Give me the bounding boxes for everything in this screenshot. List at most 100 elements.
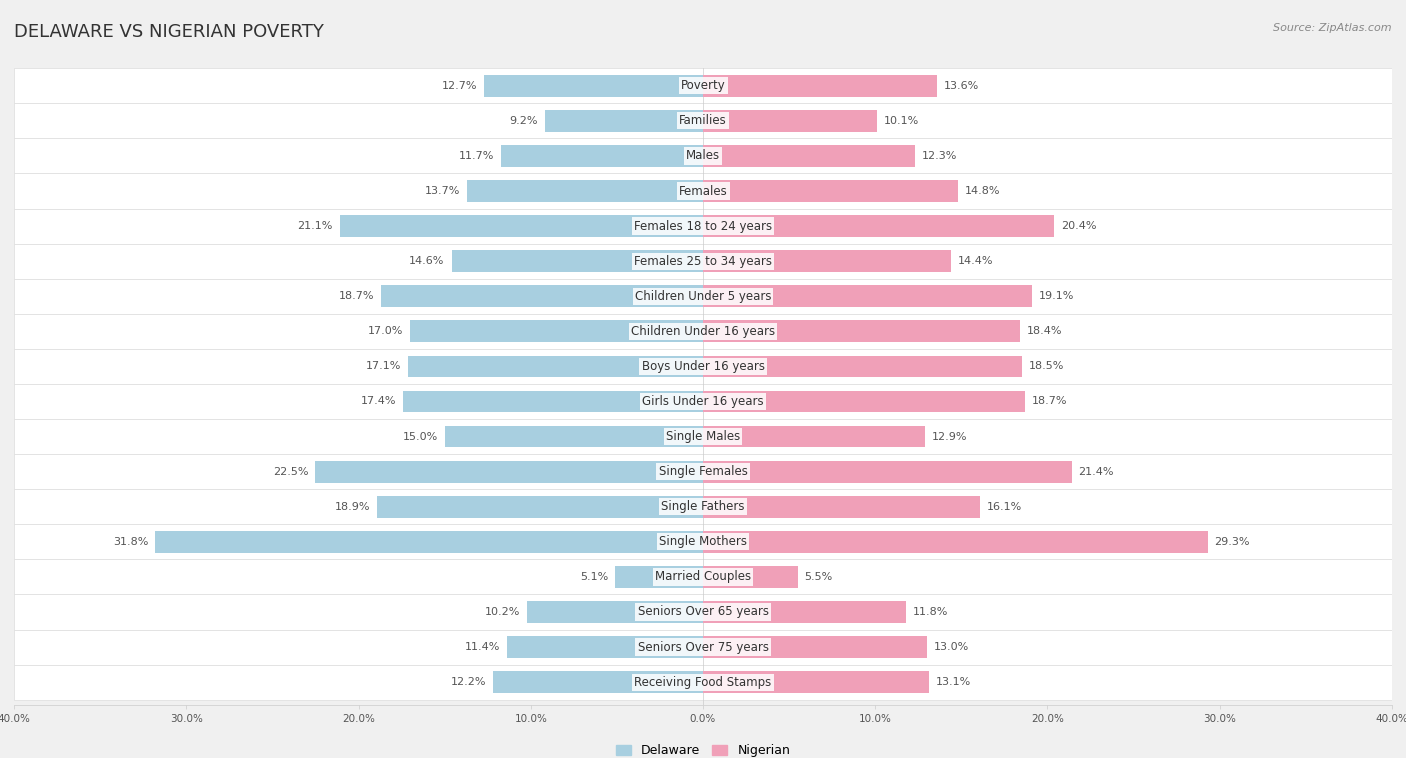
Text: 29.3%: 29.3% xyxy=(1215,537,1250,547)
Bar xyxy=(411,321,703,342)
Bar xyxy=(703,285,1032,307)
Bar xyxy=(703,180,957,202)
Bar xyxy=(315,461,703,483)
Bar xyxy=(14,314,1392,349)
Bar xyxy=(703,672,928,693)
Bar xyxy=(14,208,1392,243)
Text: Single Fathers: Single Fathers xyxy=(661,500,745,513)
Text: 12.2%: 12.2% xyxy=(450,677,486,688)
Bar xyxy=(506,636,703,658)
Bar xyxy=(14,665,1392,700)
Text: 11.4%: 11.4% xyxy=(464,642,499,652)
Bar xyxy=(14,103,1392,139)
Text: 21.4%: 21.4% xyxy=(1078,467,1114,477)
Bar xyxy=(703,390,1025,412)
Bar xyxy=(527,601,703,623)
Text: Single Females: Single Females xyxy=(658,465,748,478)
Text: 10.1%: 10.1% xyxy=(884,116,920,126)
Bar xyxy=(703,356,1022,377)
Bar xyxy=(502,145,703,167)
Text: 12.3%: 12.3% xyxy=(922,151,957,161)
Text: 19.1%: 19.1% xyxy=(1039,291,1074,301)
Text: 14.6%: 14.6% xyxy=(409,256,444,266)
Text: 17.1%: 17.1% xyxy=(366,362,402,371)
Text: 12.9%: 12.9% xyxy=(932,431,967,442)
Text: 15.0%: 15.0% xyxy=(402,431,437,442)
Text: 17.4%: 17.4% xyxy=(361,396,396,406)
Text: Single Mothers: Single Mothers xyxy=(659,535,747,548)
Bar xyxy=(14,559,1392,594)
Bar xyxy=(377,496,703,518)
Bar xyxy=(703,250,950,272)
Bar xyxy=(14,384,1392,419)
Text: Source: ZipAtlas.com: Source: ZipAtlas.com xyxy=(1274,23,1392,33)
Text: Females: Females xyxy=(679,184,727,198)
Text: 13.0%: 13.0% xyxy=(934,642,969,652)
Text: 16.1%: 16.1% xyxy=(987,502,1022,512)
Bar xyxy=(14,349,1392,384)
Bar xyxy=(703,636,927,658)
Text: 13.6%: 13.6% xyxy=(945,81,980,91)
Text: 17.0%: 17.0% xyxy=(368,327,404,337)
Bar xyxy=(14,243,1392,279)
Bar xyxy=(703,601,907,623)
Bar xyxy=(14,68,1392,103)
Text: 20.4%: 20.4% xyxy=(1062,221,1097,231)
Bar xyxy=(14,525,1392,559)
Bar xyxy=(703,566,797,587)
Text: 13.7%: 13.7% xyxy=(425,186,460,196)
Text: 12.7%: 12.7% xyxy=(441,81,478,91)
Text: 14.4%: 14.4% xyxy=(957,256,994,266)
Legend: Delaware, Nigerian: Delaware, Nigerian xyxy=(610,739,796,758)
Text: Seniors Over 65 years: Seniors Over 65 years xyxy=(637,606,769,619)
Bar xyxy=(451,250,703,272)
Bar xyxy=(484,75,703,96)
Bar xyxy=(467,180,703,202)
Text: DELAWARE VS NIGERIAN POVERTY: DELAWARE VS NIGERIAN POVERTY xyxy=(14,23,323,41)
Text: 10.2%: 10.2% xyxy=(485,607,520,617)
Bar xyxy=(14,279,1392,314)
Text: Families: Families xyxy=(679,114,727,127)
Text: Girls Under 16 years: Girls Under 16 years xyxy=(643,395,763,408)
Bar xyxy=(14,489,1392,525)
Bar xyxy=(14,419,1392,454)
Text: Males: Males xyxy=(686,149,720,162)
Bar xyxy=(340,215,703,237)
Bar xyxy=(14,174,1392,208)
Text: 5.5%: 5.5% xyxy=(804,572,832,582)
Bar xyxy=(703,110,877,132)
Text: 13.1%: 13.1% xyxy=(935,677,970,688)
Text: 18.9%: 18.9% xyxy=(335,502,371,512)
Bar xyxy=(703,215,1054,237)
Bar xyxy=(703,461,1071,483)
Bar xyxy=(14,454,1392,489)
Text: 18.5%: 18.5% xyxy=(1029,362,1064,371)
Bar xyxy=(155,531,703,553)
Bar xyxy=(703,321,1019,342)
Text: 22.5%: 22.5% xyxy=(273,467,308,477)
Text: 18.7%: 18.7% xyxy=(339,291,374,301)
Text: Females 25 to 34 years: Females 25 to 34 years xyxy=(634,255,772,268)
Text: Boys Under 16 years: Boys Under 16 years xyxy=(641,360,765,373)
Text: Single Males: Single Males xyxy=(666,430,740,443)
Text: 5.1%: 5.1% xyxy=(581,572,609,582)
Bar xyxy=(616,566,703,587)
Bar xyxy=(444,426,703,447)
Text: 9.2%: 9.2% xyxy=(509,116,537,126)
Bar xyxy=(544,110,703,132)
Text: 14.8%: 14.8% xyxy=(965,186,1000,196)
Bar xyxy=(381,285,703,307)
Bar xyxy=(494,672,703,693)
Text: Seniors Over 75 years: Seniors Over 75 years xyxy=(637,641,769,653)
Text: Females 18 to 24 years: Females 18 to 24 years xyxy=(634,220,772,233)
Bar xyxy=(703,531,1208,553)
Text: 11.8%: 11.8% xyxy=(912,607,949,617)
Text: Children Under 16 years: Children Under 16 years xyxy=(631,325,775,338)
Text: Married Couples: Married Couples xyxy=(655,570,751,584)
Bar xyxy=(703,75,938,96)
Text: Children Under 5 years: Children Under 5 years xyxy=(634,290,772,302)
Text: Poverty: Poverty xyxy=(681,80,725,92)
Bar xyxy=(404,390,703,412)
Text: 18.4%: 18.4% xyxy=(1026,327,1063,337)
Bar xyxy=(703,496,980,518)
